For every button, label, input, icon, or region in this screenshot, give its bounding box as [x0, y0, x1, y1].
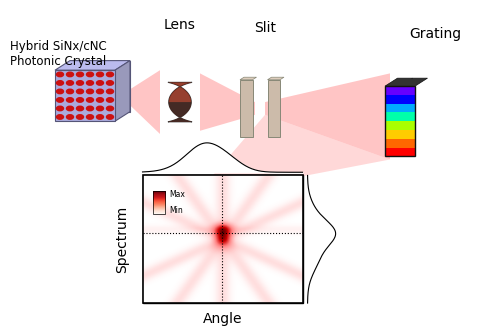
Circle shape — [106, 106, 114, 111]
Text: Lens: Lens — [164, 18, 196, 32]
Circle shape — [96, 81, 103, 85]
Circle shape — [106, 81, 114, 85]
Circle shape — [76, 106, 84, 111]
Circle shape — [106, 72, 114, 77]
Circle shape — [76, 115, 84, 119]
Circle shape — [96, 72, 103, 77]
Circle shape — [66, 72, 73, 77]
Polygon shape — [240, 77, 256, 80]
Polygon shape — [240, 80, 252, 137]
Polygon shape — [385, 104, 415, 112]
Text: Angle: Angle — [203, 312, 242, 326]
Circle shape — [106, 89, 114, 94]
Circle shape — [106, 98, 114, 102]
Circle shape — [56, 81, 64, 85]
Text: Spectrum: Spectrum — [116, 206, 130, 273]
Circle shape — [56, 115, 64, 119]
Circle shape — [86, 106, 94, 111]
Polygon shape — [55, 70, 115, 121]
Polygon shape — [168, 102, 192, 122]
Circle shape — [76, 89, 84, 94]
Circle shape — [86, 89, 94, 94]
Circle shape — [86, 81, 94, 85]
Polygon shape — [385, 139, 415, 148]
Circle shape — [66, 115, 73, 119]
Circle shape — [66, 89, 73, 94]
Polygon shape — [400, 78, 412, 156]
Polygon shape — [268, 77, 284, 80]
Polygon shape — [200, 73, 255, 131]
Circle shape — [56, 98, 64, 102]
Polygon shape — [168, 82, 192, 122]
Text: Hybrid SiNx/cNC
Photonic Crystal: Hybrid SiNx/cNC Photonic Crystal — [10, 40, 107, 68]
Text: Slit: Slit — [254, 21, 276, 35]
Polygon shape — [120, 70, 160, 134]
Polygon shape — [385, 148, 415, 156]
Polygon shape — [268, 80, 280, 137]
Polygon shape — [55, 61, 130, 70]
Circle shape — [86, 72, 94, 77]
Circle shape — [76, 72, 84, 77]
Polygon shape — [265, 73, 390, 159]
Polygon shape — [385, 78, 428, 86]
Text: Min: Min — [169, 206, 183, 215]
Circle shape — [86, 115, 94, 119]
Polygon shape — [115, 61, 130, 121]
Polygon shape — [70, 61, 130, 111]
Polygon shape — [385, 112, 415, 121]
Polygon shape — [385, 121, 415, 130]
Circle shape — [56, 89, 64, 94]
Circle shape — [66, 81, 73, 85]
Circle shape — [96, 106, 103, 111]
Circle shape — [96, 115, 103, 119]
Polygon shape — [385, 95, 415, 104]
Text: Grating: Grating — [409, 27, 461, 41]
Polygon shape — [142, 175, 302, 303]
Circle shape — [96, 98, 103, 102]
Circle shape — [76, 81, 84, 85]
Polygon shape — [210, 115, 390, 179]
Polygon shape — [168, 82, 192, 122]
Circle shape — [66, 106, 73, 111]
Circle shape — [56, 72, 64, 77]
Circle shape — [106, 115, 114, 119]
Circle shape — [66, 98, 73, 102]
Polygon shape — [385, 130, 415, 139]
Text: Max: Max — [169, 190, 185, 199]
Circle shape — [96, 89, 103, 94]
Circle shape — [86, 98, 94, 102]
Circle shape — [56, 106, 64, 111]
Circle shape — [76, 98, 84, 102]
Polygon shape — [385, 86, 415, 95]
